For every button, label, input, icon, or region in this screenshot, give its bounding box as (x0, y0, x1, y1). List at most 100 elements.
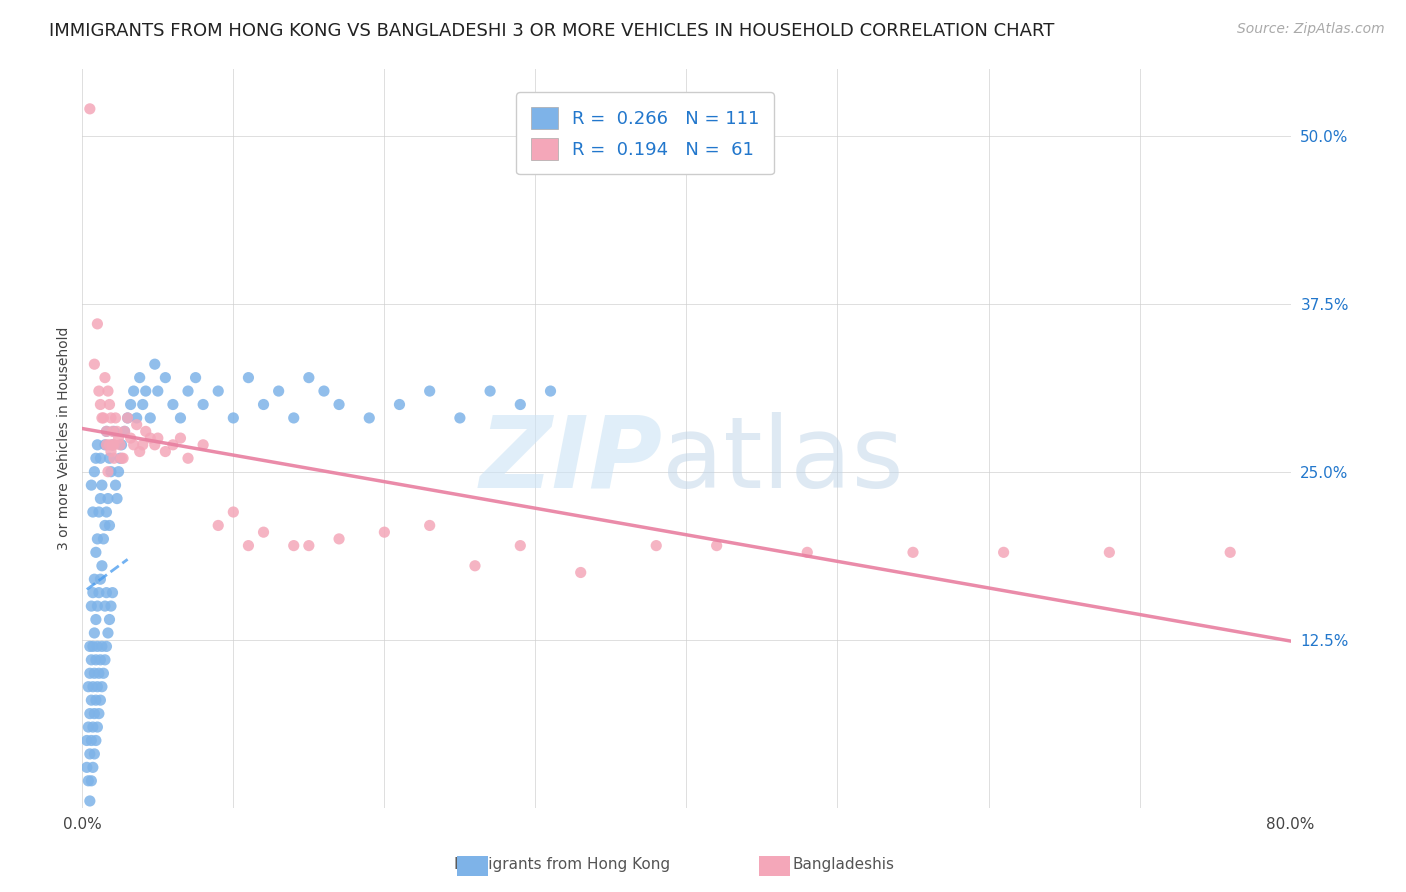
Point (135, 425, 157, 439)
Point (80, 693, 103, 707)
Point (131, 397, 153, 411)
Point (90, 478, 112, 492)
Point (86, 317, 108, 331)
Point (107, 431, 129, 445)
Point (328, 397, 350, 411)
Point (177, 384, 200, 398)
Point (87, 585, 110, 599)
Text: atlas: atlas (662, 412, 904, 508)
Point (796, 545, 818, 559)
Point (93, 532, 115, 546)
Point (112, 451, 135, 466)
Point (901, 545, 924, 559)
Point (94, 370, 117, 384)
Point (108, 451, 131, 466)
Point (87, 384, 110, 398)
Text: Source: ZipAtlas.com: Source: ZipAtlas.com (1237, 22, 1385, 37)
Point (298, 539, 321, 553)
Point (169, 411, 191, 425)
Point (103, 451, 125, 466)
Point (97, 626, 120, 640)
Point (100, 444, 122, 458)
Point (86, 532, 108, 546)
Point (509, 397, 531, 411)
Point (110, 451, 132, 466)
Point (82, 760, 104, 774)
Point (76, 760, 98, 774)
Point (94, 653, 117, 667)
Point (96, 438, 118, 452)
Point (993, 545, 1015, 559)
Point (101, 438, 124, 452)
Point (143, 357, 166, 371)
Point (114, 425, 136, 439)
Point (238, 370, 260, 384)
Point (177, 451, 200, 466)
Point (90, 558, 112, 573)
Point (82, 720, 104, 734)
Point (162, 438, 184, 452)
Point (89, 653, 111, 667)
Text: Bangladeshis: Bangladeshis (793, 857, 894, 872)
Point (83, 465, 105, 479)
Point (77, 680, 100, 694)
Point (100, 411, 122, 425)
Point (98, 451, 121, 466)
Point (419, 384, 441, 398)
Point (120, 431, 142, 445)
Point (79, 640, 101, 654)
Point (155, 370, 177, 384)
Point (87, 666, 110, 681)
Point (388, 397, 411, 411)
Legend: R =  0.266   N = 111, R =  0.194   N =  61: R = 0.266 N = 111, R = 0.194 N = 61 (516, 93, 775, 174)
Point (83, 626, 105, 640)
Point (169, 431, 191, 445)
Point (207, 518, 229, 533)
Point (328, 532, 350, 546)
Point (509, 539, 531, 553)
Point (82, 680, 104, 694)
Point (104, 478, 127, 492)
Point (1219, 545, 1241, 559)
Point (86, 640, 108, 654)
Point (79, 666, 101, 681)
Point (87, 505, 110, 519)
Point (90, 640, 112, 654)
Point (105, 425, 128, 439)
Point (80, 599, 103, 613)
Point (222, 411, 245, 425)
Point (98, 438, 121, 452)
Point (83, 747, 105, 761)
Point (139, 411, 162, 425)
Point (128, 370, 150, 384)
Point (96, 505, 118, 519)
Point (146, 384, 169, 398)
Point (83, 666, 105, 681)
Point (82, 640, 104, 654)
Point (80, 478, 103, 492)
Point (125, 417, 148, 432)
Point (96, 640, 118, 654)
Point (82, 585, 104, 599)
Point (373, 525, 395, 540)
Point (80, 653, 103, 667)
Point (100, 465, 122, 479)
Point (128, 444, 150, 458)
Point (79, 706, 101, 721)
Point (222, 505, 245, 519)
Point (93, 411, 115, 425)
Point (86, 599, 108, 613)
Point (207, 384, 229, 398)
Point (98, 613, 121, 627)
Point (80, 733, 103, 747)
Point (479, 384, 502, 398)
Point (98, 518, 121, 533)
Point (79, 794, 101, 808)
Point (103, 438, 125, 452)
Point (252, 525, 274, 540)
Point (110, 438, 132, 452)
Point (645, 539, 668, 553)
Point (162, 397, 184, 411)
Point (146, 431, 169, 445)
Point (252, 397, 274, 411)
